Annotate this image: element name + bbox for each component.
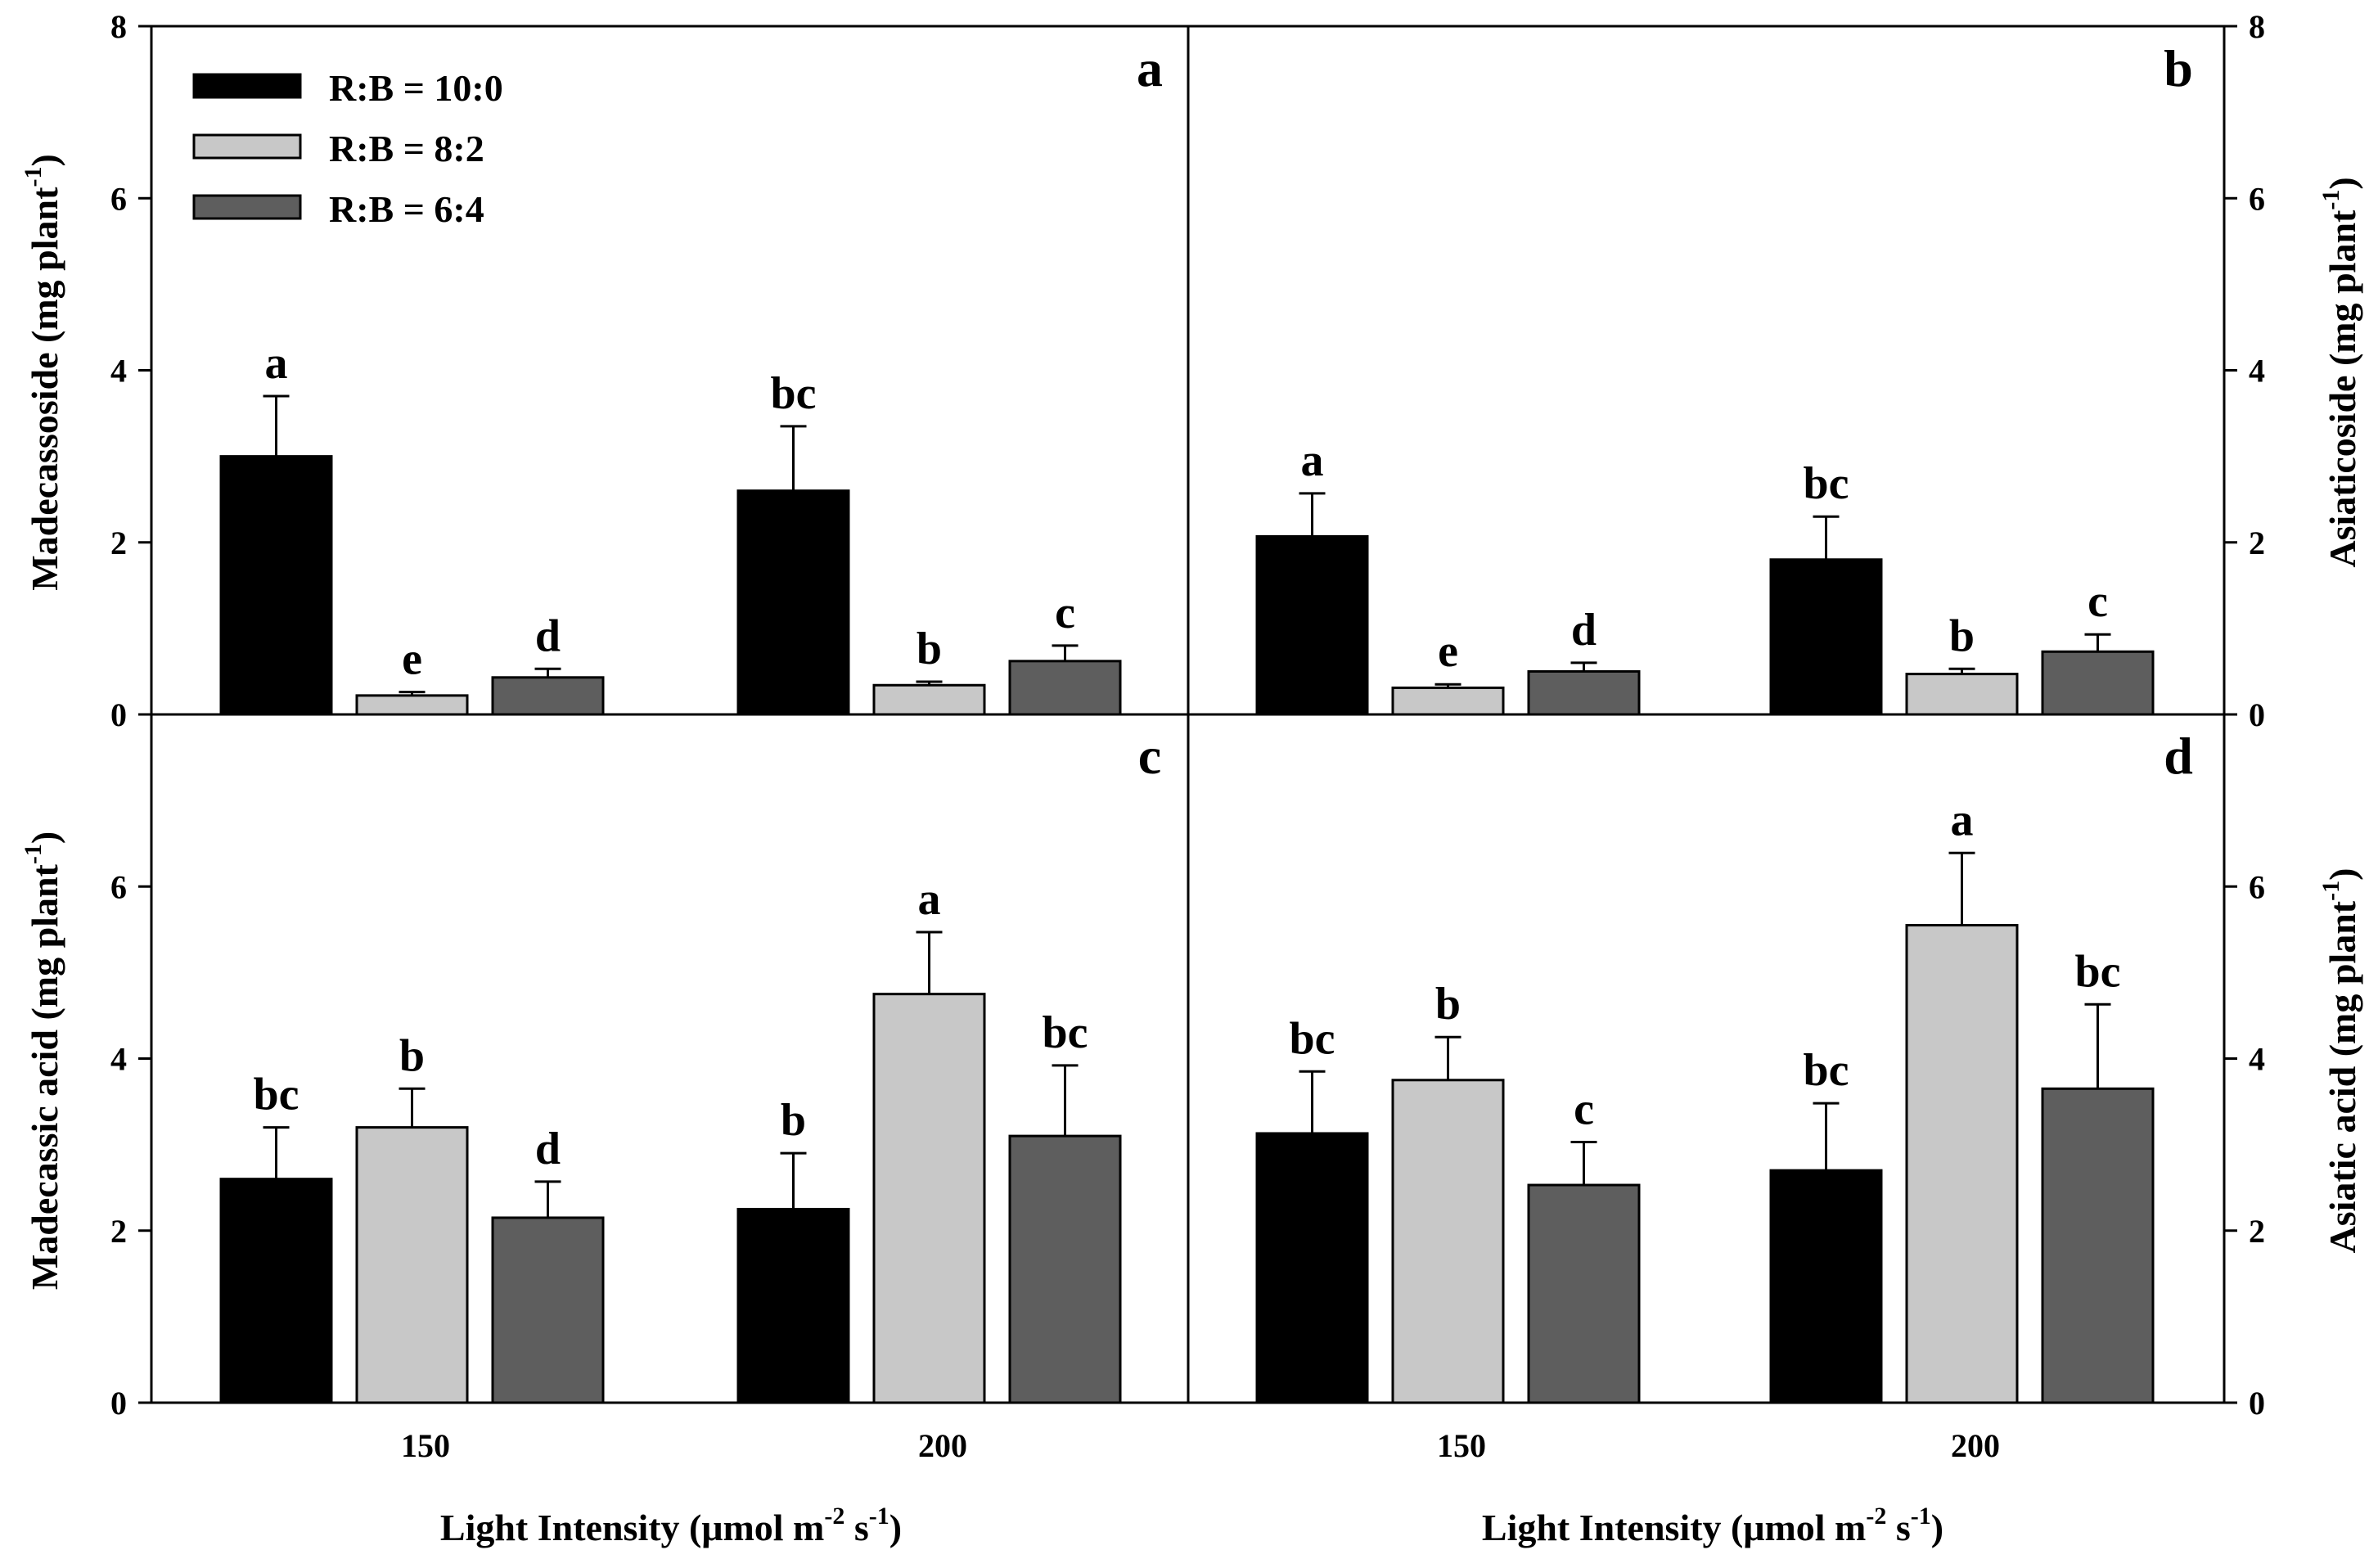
significance-letter-c: d — [535, 1124, 561, 1174]
significance-letter-b: d — [1571, 605, 1597, 656]
bar-c--6-4-200 — [1008, 1134, 1122, 1404]
bar-a--8-2-150 — [355, 694, 469, 716]
bar-b--6-4-150 — [1527, 669, 1641, 716]
significance-letter-d: a — [1951, 795, 1974, 845]
significance-letter-c: a — [918, 874, 941, 925]
y-tick-label-c: 0 — [110, 1385, 127, 1422]
y-tick-label-d: 2 — [2249, 1213, 2265, 1250]
bar-d--8-2-200 — [1905, 924, 2019, 1404]
bar-c--6-4-150 — [491, 1216, 605, 1404]
legend: R:B = 10:0 R:B = 8:2 R:B = 6:4 — [192, 67, 503, 230]
y-axis-label-c: Madecassic acid (mg plant-1) — [20, 831, 65, 1290]
y-tick-label-c: 6 — [110, 868, 127, 905]
legend-swatch-10-0 — [192, 73, 302, 99]
bar-b--8-2-150 — [1391, 686, 1505, 716]
y-tick-label-a: 2 — [110, 525, 127, 561]
y-axis-label-b: Asiaticoside (mg plant-1) — [2317, 177, 2363, 567]
legend-swatch-8-2 — [192, 133, 302, 160]
panel-letter-c: c — [1138, 727, 1161, 785]
bar-b--6-4-200 — [2041, 650, 2155, 716]
y-tick-label-a: 6 — [110, 180, 127, 217]
panel-letter-b: b — [2164, 39, 2193, 97]
bar-b--10-0-200 — [1769, 558, 1883, 716]
x-tick-label-d: 150 — [1437, 1427, 1486, 1464]
significance-letter-a: d — [535, 611, 561, 661]
y-tick-label-c: 4 — [110, 1041, 127, 1078]
bar-d--10-0-200 — [1769, 1169, 1883, 1404]
y-tick-label-d: 4 — [2249, 1041, 2265, 1078]
significance-letter-b: a — [1301, 435, 1324, 486]
y-tick-label-b: 2 — [2249, 525, 2265, 561]
significance-letter-c: bc — [254, 1070, 300, 1120]
x-tick-label-c: 150 — [401, 1427, 450, 1464]
bar-c--10-0-150 — [219, 1178, 333, 1404]
significance-letter-a: b — [917, 624, 942, 674]
bar-a--8-2-200 — [872, 683, 986, 716]
y-tick-label-d: 6 — [2249, 868, 2265, 905]
panel-letter-d: d — [2164, 727, 2193, 785]
y-tick-label-a: 8 — [110, 8, 127, 45]
significance-letter-a: e — [402, 634, 422, 685]
bar-b--10-0-150 — [1255, 534, 1369, 716]
y-tick-label-b: 8 — [2249, 8, 2265, 45]
y-tick-label-b: 6 — [2249, 180, 2265, 217]
x-axis-label-left: Light Intensity (μmol m-2 s-1) — [440, 1503, 902, 1548]
bar-d--6-4-200 — [2041, 1087, 2155, 1404]
x-axis-label-right: Light Intensity (μmol m-2 s-1) — [1482, 1503, 1943, 1548]
legend-label-6-4: R:B = 6:4 — [329, 188, 484, 230]
significance-letter-b: c — [2088, 576, 2108, 627]
y-tick-label-a: 4 — [110, 353, 127, 390]
significance-letter-c: bc — [1043, 1007, 1088, 1058]
significance-letter-d: bc — [1290, 1013, 1335, 1064]
bar-a--6-4-200 — [1008, 660, 1122, 716]
bar-b--8-2-200 — [1905, 673, 2019, 716]
legend-label-10-0: R:B = 10:0 — [329, 67, 503, 109]
significance-letter-b: e — [1438, 626, 1458, 677]
significance-letter-c: b — [399, 1030, 425, 1081]
legend-swatch-6-4 — [192, 194, 302, 220]
significance-letter-a: a — [265, 338, 288, 389]
significance-letter-a: c — [1055, 588, 1075, 638]
y-axis-label-a: Madecassoside (mg plant-1) — [20, 154, 65, 591]
y-tick-label-c: 2 — [110, 1213, 127, 1250]
legend-label-8-2: R:B = 8:2 — [329, 128, 484, 169]
significance-letter-d: b — [1435, 979, 1461, 1030]
significance-letter-d: bc — [2075, 946, 2121, 997]
bar-d--8-2-150 — [1391, 1079, 1505, 1404]
bar-a--10-0-150 — [219, 455, 333, 716]
x-tick-label-d: 200 — [1951, 1427, 2000, 1464]
x-tick-label-c: 200 — [918, 1427, 967, 1464]
bar-d--6-4-150 — [1527, 1183, 1641, 1404]
y-tick-label-b: 0 — [2249, 696, 2265, 733]
bar-a--6-4-150 — [491, 676, 605, 716]
significance-letter-c: b — [781, 1095, 806, 1146]
bar-c--8-2-150 — [355, 1126, 469, 1404]
y-tick-label-d: 0 — [2249, 1385, 2265, 1422]
significance-letter-d: bc — [1804, 1045, 1849, 1096]
panel-letter-a: a — [1137, 39, 1163, 97]
significance-letter-b: bc — [1804, 458, 1849, 509]
bar-d--10-0-150 — [1255, 1132, 1369, 1404]
significance-letter-b: b — [1949, 611, 1975, 661]
y-tick-label-a: 0 — [110, 696, 127, 733]
y-tick-label-b: 4 — [2249, 353, 2265, 390]
bar-a--10-0-200 — [736, 489, 850, 716]
significance-letter-a: bc — [771, 368, 817, 419]
y-axis-label-d: Asiatic acid (mg plant-1) — [2317, 868, 2363, 1254]
bar-c--10-0-200 — [736, 1207, 850, 1404]
significance-letter-d: c — [1574, 1084, 1594, 1134]
bar-c--8-2-200 — [872, 993, 986, 1404]
